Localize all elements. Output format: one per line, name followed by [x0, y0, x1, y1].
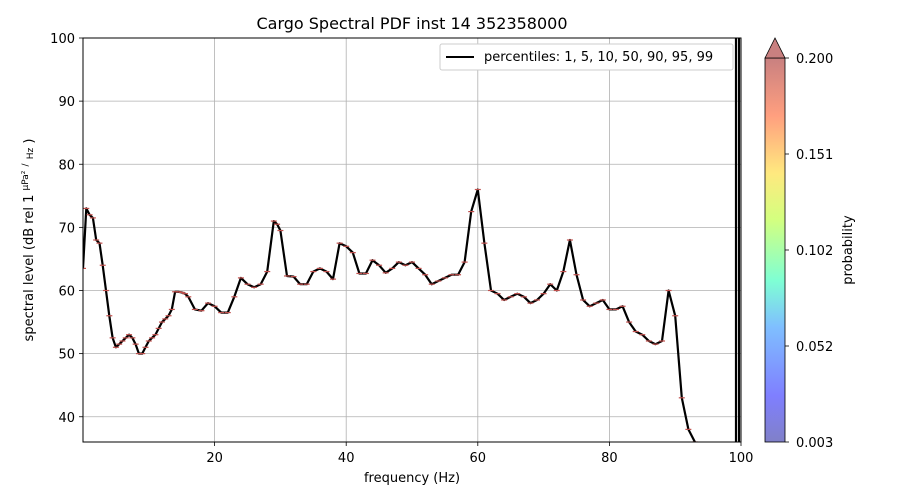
y-tick-label: 80	[58, 158, 75, 173]
legend: percentiles: 1, 5, 10, 50, 90, 95, 99	[439, 43, 734, 71]
colorbar-tick-label: 0.003	[796, 436, 833, 451]
y-axis-label-main: spectral level (dB rel 1	[22, 195, 37, 342]
colorbar-tick-label: 0.052	[796, 340, 833, 355]
colorbar-tick-label: 0.102	[796, 244, 833, 259]
colorbar-tick-label: 0.200	[796, 52, 833, 67]
y-tick-label: 70	[58, 221, 75, 236]
plot-area	[83, 38, 741, 442]
y-tick-label: 50	[58, 348, 75, 363]
x-tick-label: 100	[729, 451, 754, 466]
y-axis-label: spectral level (dB rel 1 μPa² / Hz )	[17, 139, 37, 342]
y-axis-label-den: Hz	[26, 148, 36, 160]
grid	[83, 38, 741, 442]
legend-box	[439, 43, 734, 71]
series-layer	[83, 188, 698, 442]
y-axis-label-close: )	[22, 139, 37, 144]
legend-entry: percentiles: 1, 5, 10, 50, 90, 95, 99	[484, 50, 713, 65]
x-tick-label: 40	[338, 451, 355, 466]
y-tick-label: 90	[58, 95, 75, 110]
colorbar-tick-label: 0.151	[796, 148, 833, 163]
edge-lines	[734, 38, 741, 442]
y-axis-label-slash: /	[21, 162, 31, 166]
colorbar-gradient	[764, 57, 786, 443]
x-axis-label: frequency (Hz)	[364, 471, 460, 486]
x-tick-label: 60	[470, 451, 487, 466]
y-ticks: 40 50 60 70 80 90 100	[50, 32, 83, 426]
colorbar: 0.200 0.151 0.102 0.052 0.003 probability	[764, 37, 856, 451]
chart-title: Cargo Spectral PDF inst 14 352358000	[256, 14, 567, 33]
colorbar-label: probability	[841, 215, 856, 285]
plot-frame	[82, 37, 742, 443]
y-tick-label: 100	[50, 32, 75, 47]
y-tick-label: 40	[58, 411, 75, 426]
colorbar-ticks: 0.200 0.151 0.102 0.052 0.003	[785, 52, 833, 451]
x-ticks: 20 40 60 80 100	[206, 442, 753, 466]
x-tick-label: 80	[601, 451, 618, 466]
svg-text:spectral level (dB rel 1: spectral level (dB rel 1 μPa² / Hz )	[17, 139, 37, 342]
colorbar-extend-arrow	[764, 37, 786, 59]
y-tick-label: 60	[58, 285, 75, 300]
y-axis-label-num: μPa²	[21, 170, 31, 190]
x-tick-label: 20	[206, 451, 223, 466]
